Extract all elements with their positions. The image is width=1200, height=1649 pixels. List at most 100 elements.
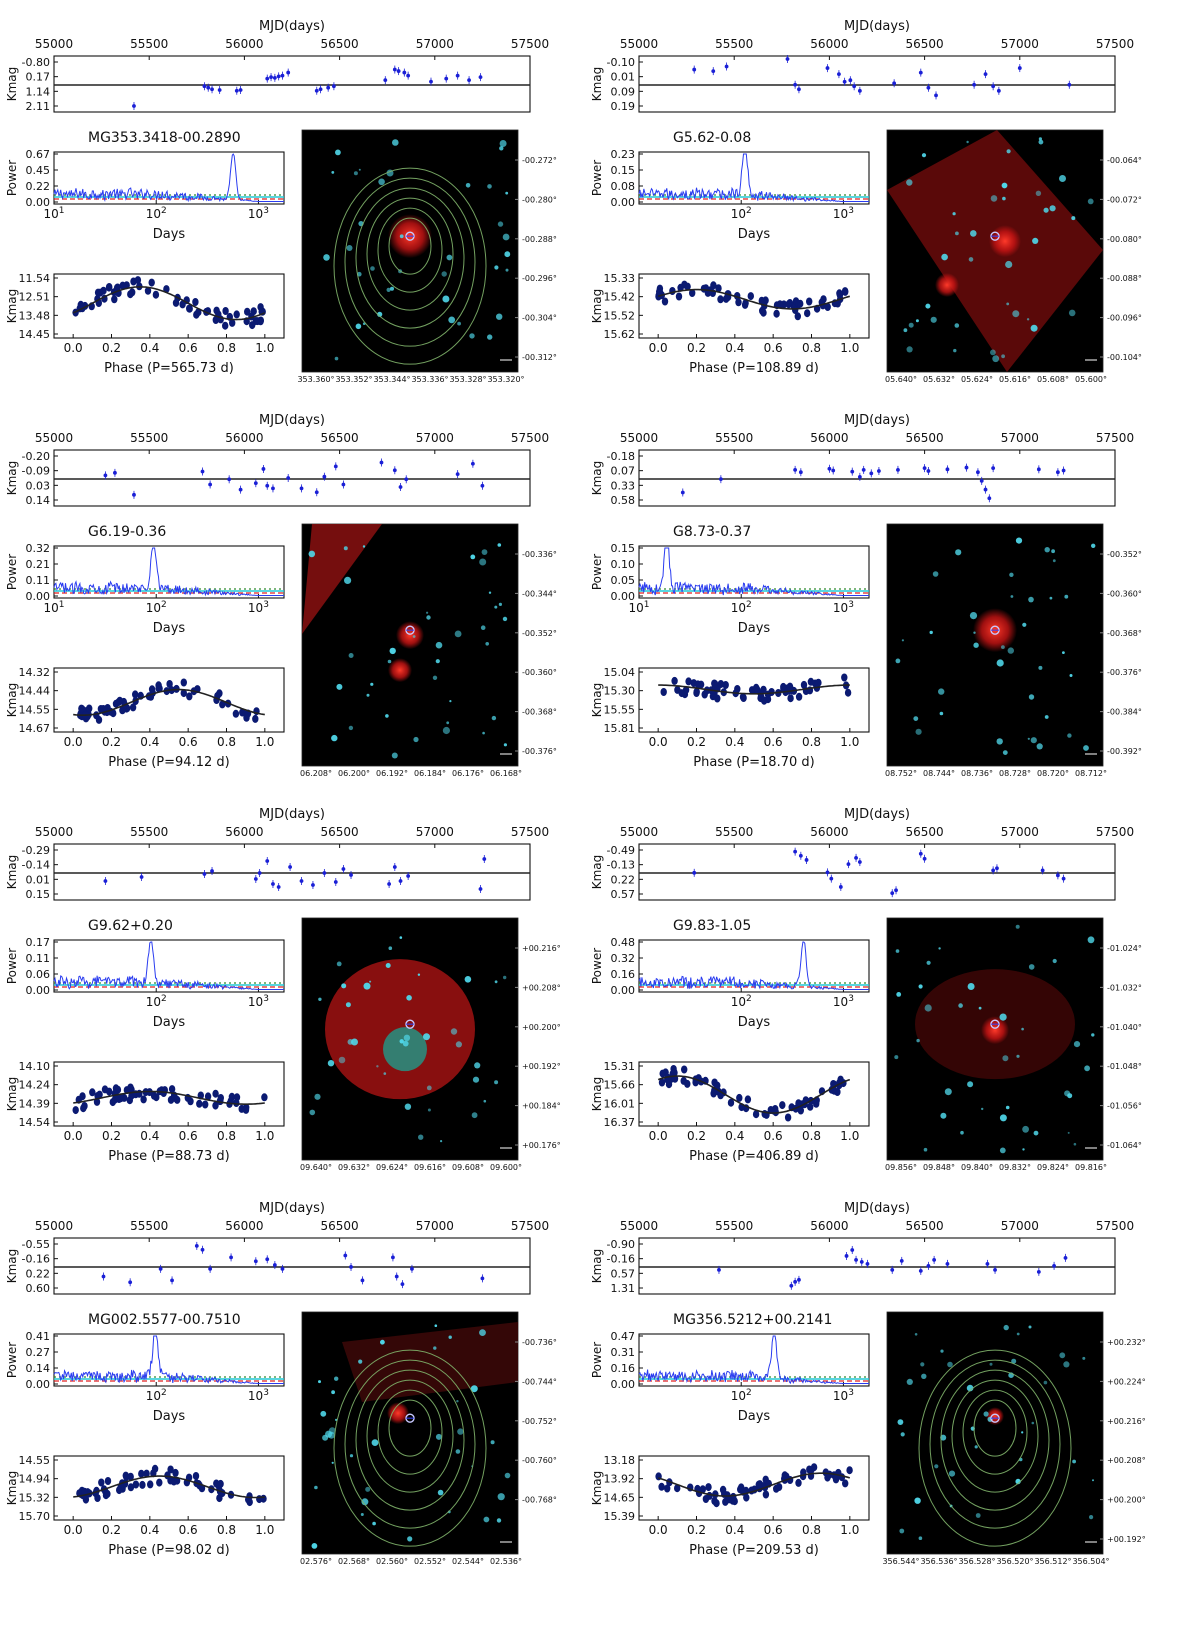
img-x-tick-label: 06.208°: [300, 769, 332, 778]
star: [1033, 1130, 1039, 1136]
lc-y-tick-label: 0.14: [26, 494, 51, 507]
star: [895, 658, 901, 664]
mjd-tick-label: 56000: [225, 37, 263, 51]
star: [990, 195, 998, 202]
lc-point: [470, 461, 475, 466]
phase-y-tick-label: 15.04: [604, 666, 636, 679]
lc-point: [934, 93, 938, 98]
star: [449, 700, 452, 703]
lc-point: [896, 467, 900, 472]
star: [1084, 1065, 1090, 1072]
star: [402, 1040, 409, 1047]
phase-point: [132, 1480, 140, 1489]
source-name: G6.19-0.36: [88, 524, 166, 540]
power-y-tick-label: 0.00: [611, 984, 636, 997]
mjd-axis-label: MJD(days): [844, 19, 910, 34]
phase-point: [143, 1469, 150, 1478]
phase-point: [846, 1466, 853, 1475]
lc-point: [798, 853, 803, 858]
lc-point: [398, 485, 403, 489]
star: [496, 313, 503, 320]
lc-point: [922, 466, 927, 471]
phase-point: [722, 681, 729, 689]
img-x-tick-label: 08.744°: [923, 769, 955, 778]
power-y-tick-label: 0.05: [611, 574, 636, 587]
star: [456, 1400, 459, 1403]
phase-y-tick-label: 14.65: [604, 1491, 636, 1504]
star: [926, 960, 931, 965]
star: [494, 980, 498, 984]
lc-point: [280, 1266, 285, 1271]
periodogram-frame: [53, 1333, 285, 1387]
power-y-axis-label: Power: [5, 554, 19, 590]
phase-tick-label: 1.0: [255, 1523, 274, 1537]
contour: [951, 1379, 1039, 1493]
star: [914, 1497, 921, 1504]
source-name: MG356.5212+00.2141: [673, 1312, 832, 1328]
days-tick-label: 103: [248, 994, 269, 1009]
phase-point: [147, 1480, 154, 1489]
phase-y-tick-label: 16.01: [604, 1097, 636, 1110]
phase-point: [678, 689, 685, 698]
phase-tick-label: 0.8: [802, 1129, 821, 1143]
phase-tick-label: 1.0: [840, 1523, 859, 1537]
mjd-tick-label: 56000: [225, 825, 263, 839]
star: [331, 171, 335, 174]
contour: [377, 207, 443, 293]
mjd-tick-label: 56000: [810, 431, 848, 445]
img-x-tick-label: 09.848°: [923, 1163, 955, 1172]
phase-point: [795, 1478, 802, 1487]
days-axis-label: Days: [738, 621, 771, 636]
phase-point: [134, 276, 142, 285]
days-tick-label: 102: [731, 1388, 752, 1403]
lc-point: [265, 1257, 270, 1262]
star: [386, 287, 391, 292]
lc-y-tick-label: -0.16: [22, 1253, 50, 1266]
phase-point: [715, 284, 722, 293]
star: [1052, 958, 1057, 964]
lc-point: [854, 855, 858, 860]
star: [1043, 207, 1049, 213]
phase-frame: [53, 1061, 285, 1127]
star: [1005, 1105, 1010, 1110]
phase-point: [664, 1484, 671, 1493]
img-x-tick-label: 09.608°: [452, 1163, 484, 1172]
phase-frame: [53, 667, 285, 733]
days-tick-label: 102: [146, 994, 167, 1009]
phase-point: [229, 318, 236, 327]
lc-y-axis-label: Kmag: [590, 1249, 604, 1284]
phase-point: [260, 1494, 267, 1503]
contour: [940, 1369, 1050, 1511]
phase-point: [222, 307, 229, 315]
mjd-tick-label: 57000: [1001, 1219, 1039, 1233]
lc-point: [455, 73, 460, 78]
star: [1089, 1515, 1094, 1520]
star: [914, 1333, 918, 1336]
mjd-tick-label: 55500: [130, 431, 168, 445]
img-x-tick-label: 08.712°: [1075, 769, 1107, 778]
star: [1051, 549, 1055, 554]
img-y-tick-label: -00.304°: [522, 314, 557, 323]
phase-point: [79, 1092, 86, 1101]
star: [494, 605, 498, 609]
star: [1091, 543, 1096, 548]
star: [1043, 1380, 1048, 1385]
nebula-core: [383, 1027, 427, 1072]
star: [1015, 537, 1023, 544]
phase-frame: [638, 273, 870, 339]
lc-point: [387, 882, 392, 886]
lc-point: [1055, 873, 1060, 878]
lc-point: [170, 1278, 174, 1283]
panel-8: MJD(days) 55000 55500 56000 56500 57000 57500 -…: [590, 1201, 1146, 1566]
phase-point: [111, 295, 118, 304]
mjd-tick-label: 56500: [906, 37, 944, 51]
phase-point: [792, 306, 799, 314]
lc-point: [859, 1260, 864, 1264]
phase-point: [155, 684, 162, 693]
lc-point: [1063, 1256, 1068, 1260]
phase-point: [86, 704, 93, 713]
lc-point: [899, 1259, 904, 1263]
lc-y-tick-label: 0.17: [26, 71, 51, 84]
img-y-tick-label: -00.352°: [522, 629, 557, 638]
mjd-tick-label: 57000: [416, 1219, 454, 1233]
